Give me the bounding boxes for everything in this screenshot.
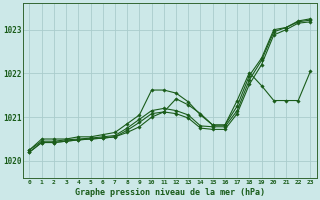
X-axis label: Graphe pression niveau de la mer (hPa): Graphe pression niveau de la mer (hPa) [75, 188, 265, 197]
